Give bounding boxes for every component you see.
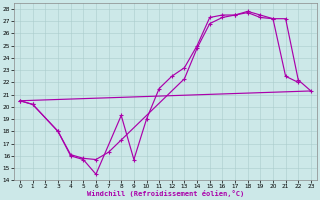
- X-axis label: Windchill (Refroidissement éolien,°C): Windchill (Refroidissement éolien,°C): [87, 190, 244, 197]
